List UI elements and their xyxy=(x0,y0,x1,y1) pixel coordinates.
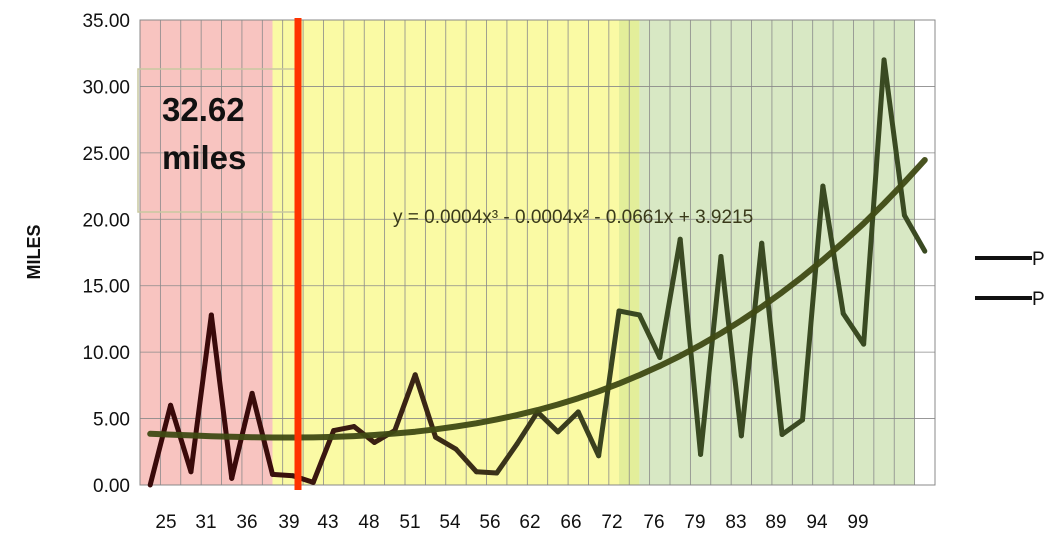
y-tick-label: 30.00 xyxy=(82,77,130,98)
callout-box: 32.62 miles xyxy=(137,68,299,213)
x-axis-ticks: 25 31 36 39 43 48 51 54 56 62 66 72 76 79 83 89 94 99 xyxy=(155,512,868,533)
y-tick-label: 5.00 xyxy=(93,410,130,431)
series-segment xyxy=(861,57,887,347)
x-tick-label: 83 xyxy=(725,512,746,533)
y-tick-label: 25.00 xyxy=(82,144,130,165)
series-segment xyxy=(575,409,602,459)
series-segment xyxy=(331,424,357,434)
series-segment xyxy=(473,469,500,476)
callout-unit: miles xyxy=(162,139,246,176)
series-segment xyxy=(249,390,275,477)
series-segment xyxy=(901,212,928,254)
series-segment xyxy=(494,441,520,476)
series-segment xyxy=(188,312,214,475)
x-tick-label: 36 xyxy=(236,512,257,533)
series-segment xyxy=(738,240,765,439)
series-segment xyxy=(636,312,663,360)
x-tick-label: 79 xyxy=(684,512,705,533)
x-tick-label: 54 xyxy=(439,512,461,533)
x-tick-label: 48 xyxy=(358,512,379,533)
x-tick-label: 66 xyxy=(560,512,581,533)
series-segment xyxy=(535,409,561,435)
x-tick-label: 94 xyxy=(806,512,828,533)
legend-label-1: P xyxy=(1032,249,1045,270)
series-segment xyxy=(596,308,622,459)
x-tick-label: 62 xyxy=(519,512,540,533)
series-segment xyxy=(208,312,235,481)
trendline-path xyxy=(147,157,928,441)
x-tick-label: 76 xyxy=(643,512,664,533)
series-segment xyxy=(759,240,785,438)
zone-1 xyxy=(140,20,273,485)
y-tick-label: 10.00 xyxy=(82,343,130,364)
x-tick-label: 56 xyxy=(479,512,500,533)
series-segment xyxy=(168,402,194,475)
series-segment xyxy=(657,236,683,360)
series-segment xyxy=(392,372,418,434)
callout-value: 32.62 xyxy=(162,91,245,128)
x-tick-label: 99 xyxy=(847,512,868,533)
y-tick-label: 15.00 xyxy=(82,277,130,298)
series-segment xyxy=(779,417,805,438)
series-segment xyxy=(555,409,581,435)
series-segment xyxy=(800,183,826,423)
series-segment xyxy=(677,236,704,457)
y-tick-label: 0.00 xyxy=(93,476,130,497)
series-segment xyxy=(514,409,540,447)
x-tick-label: 51 xyxy=(399,512,420,533)
trendline-equation: y = 0.0004x³ - 0.0004x² - 0.0661x + 3.92… xyxy=(393,207,753,228)
y-tick-label: 20.00 xyxy=(82,210,130,231)
legend: P P xyxy=(975,249,1045,310)
trendline-layer xyxy=(147,157,928,441)
series-segment xyxy=(840,311,867,347)
y-axis-label: MILES xyxy=(24,224,44,279)
series-segment xyxy=(453,446,479,475)
x-tick-label: 43 xyxy=(317,512,338,533)
series-segment xyxy=(270,471,296,479)
x-tick-label: 25 xyxy=(155,512,176,533)
series-segment xyxy=(718,253,744,439)
x-tick-label: 72 xyxy=(601,512,622,533)
series-segment xyxy=(433,434,459,452)
series-segment xyxy=(616,308,642,318)
x-tick-label: 89 xyxy=(765,512,786,533)
y-axis-ticks: 0.00 5.00 10.00 15.00 20.00 25.00 30.00 35.00 xyxy=(82,11,130,497)
plot-frame xyxy=(139,19,936,486)
legend-label-2: P xyxy=(1032,289,1045,310)
x-tick-label: 39 xyxy=(278,512,299,533)
x-tick-label: 31 xyxy=(195,512,216,533)
series-segment xyxy=(147,402,174,488)
series-segment xyxy=(698,253,724,457)
y-tick-label: 35.00 xyxy=(82,11,130,32)
